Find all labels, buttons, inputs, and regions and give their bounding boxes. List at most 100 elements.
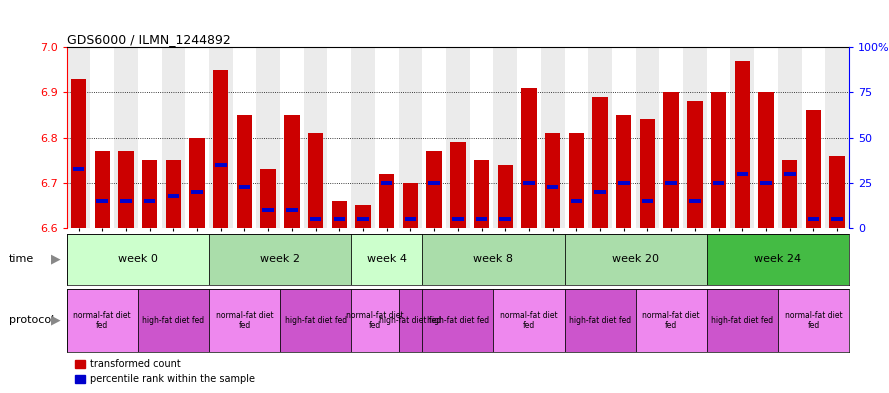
Bar <box>498 165 513 228</box>
Bar <box>713 181 725 185</box>
Bar <box>707 234 849 285</box>
Bar <box>280 47 304 228</box>
Bar <box>754 47 778 228</box>
Bar <box>422 234 565 285</box>
Text: week 2: week 2 <box>260 254 300 264</box>
Bar <box>308 133 324 228</box>
Bar <box>404 217 416 221</box>
Bar <box>683 47 707 228</box>
Text: week 20: week 20 <box>613 254 659 264</box>
Bar <box>825 47 849 228</box>
Bar <box>737 172 749 176</box>
Text: high-fat diet fed: high-fat diet fed <box>569 316 631 325</box>
Bar <box>687 101 702 228</box>
Text: ▶: ▶ <box>52 253 60 266</box>
Bar <box>333 217 345 221</box>
Bar <box>731 47 754 228</box>
Bar <box>375 47 398 228</box>
Bar <box>707 289 778 352</box>
Bar <box>711 92 726 228</box>
Bar <box>398 47 422 228</box>
Bar <box>521 88 537 228</box>
Bar <box>422 289 493 352</box>
Bar <box>67 289 138 352</box>
Bar <box>213 70 228 228</box>
Bar <box>474 160 489 228</box>
Bar <box>427 151 442 228</box>
Bar <box>666 181 677 185</box>
Bar <box>262 208 274 212</box>
Bar <box>71 79 86 228</box>
Bar <box>94 151 110 228</box>
Bar <box>332 201 347 228</box>
Bar <box>760 181 772 185</box>
Bar <box>612 47 636 228</box>
Bar <box>236 115 252 228</box>
Bar <box>280 289 351 352</box>
Text: normal-fat diet
fed: normal-fat diet fed <box>346 310 404 330</box>
Bar <box>618 181 629 185</box>
Bar <box>233 47 256 228</box>
Text: high-fat diet fed: high-fat diet fed <box>284 316 347 325</box>
Bar <box>663 92 679 228</box>
Bar <box>191 190 203 194</box>
Text: high-fat diet fed: high-fat diet fed <box>711 316 773 325</box>
Bar <box>256 47 280 228</box>
Bar <box>569 133 584 228</box>
Bar <box>571 199 582 203</box>
Bar <box>707 47 731 228</box>
Bar <box>469 47 493 228</box>
Bar <box>138 289 209 352</box>
Bar <box>428 181 440 185</box>
Bar <box>120 199 132 203</box>
Bar <box>422 47 446 228</box>
Bar <box>138 47 162 228</box>
Bar <box>642 199 653 203</box>
Bar <box>284 115 300 228</box>
Bar <box>782 160 797 228</box>
Bar <box>784 172 796 176</box>
Bar <box>524 181 535 185</box>
Bar <box>97 199 108 203</box>
Bar <box>403 183 418 228</box>
Bar <box>351 47 375 228</box>
Bar <box>517 47 541 228</box>
Bar <box>450 142 466 228</box>
Text: high-fat diet fed: high-fat diet fed <box>142 316 204 325</box>
Bar <box>829 156 845 228</box>
Bar <box>142 160 157 228</box>
Text: ▶: ▶ <box>52 314 60 327</box>
Bar <box>592 97 608 228</box>
Bar <box>286 208 298 212</box>
Text: week 4: week 4 <box>367 254 406 264</box>
Bar <box>660 47 683 228</box>
Text: high-fat diet fed: high-fat diet fed <box>380 316 442 325</box>
Text: week 8: week 8 <box>474 254 513 264</box>
Bar <box>67 47 91 228</box>
Bar <box>640 119 655 228</box>
Bar <box>215 163 227 167</box>
Bar <box>758 92 773 228</box>
Text: GDS6000 / ILMN_1244892: GDS6000 / ILMN_1244892 <box>67 33 230 46</box>
Bar <box>189 138 204 228</box>
Bar <box>304 47 327 228</box>
Bar <box>541 47 565 228</box>
Bar <box>831 217 843 221</box>
Text: normal-fat diet
fed: normal-fat diet fed <box>643 310 700 330</box>
Bar <box>636 289 707 352</box>
Bar <box>805 110 821 228</box>
Bar <box>802 47 825 228</box>
Bar <box>67 234 209 285</box>
Bar <box>778 47 802 228</box>
Bar <box>356 206 371 228</box>
Text: protocol: protocol <box>9 315 54 325</box>
Bar <box>493 289 565 352</box>
Bar <box>209 234 351 285</box>
Bar <box>500 217 511 221</box>
Bar <box>73 167 84 171</box>
Bar <box>381 181 393 185</box>
Bar <box>734 61 750 228</box>
Bar <box>260 169 276 228</box>
Bar <box>565 47 589 228</box>
Text: normal-fat diet
fed: normal-fat diet fed <box>501 310 557 330</box>
